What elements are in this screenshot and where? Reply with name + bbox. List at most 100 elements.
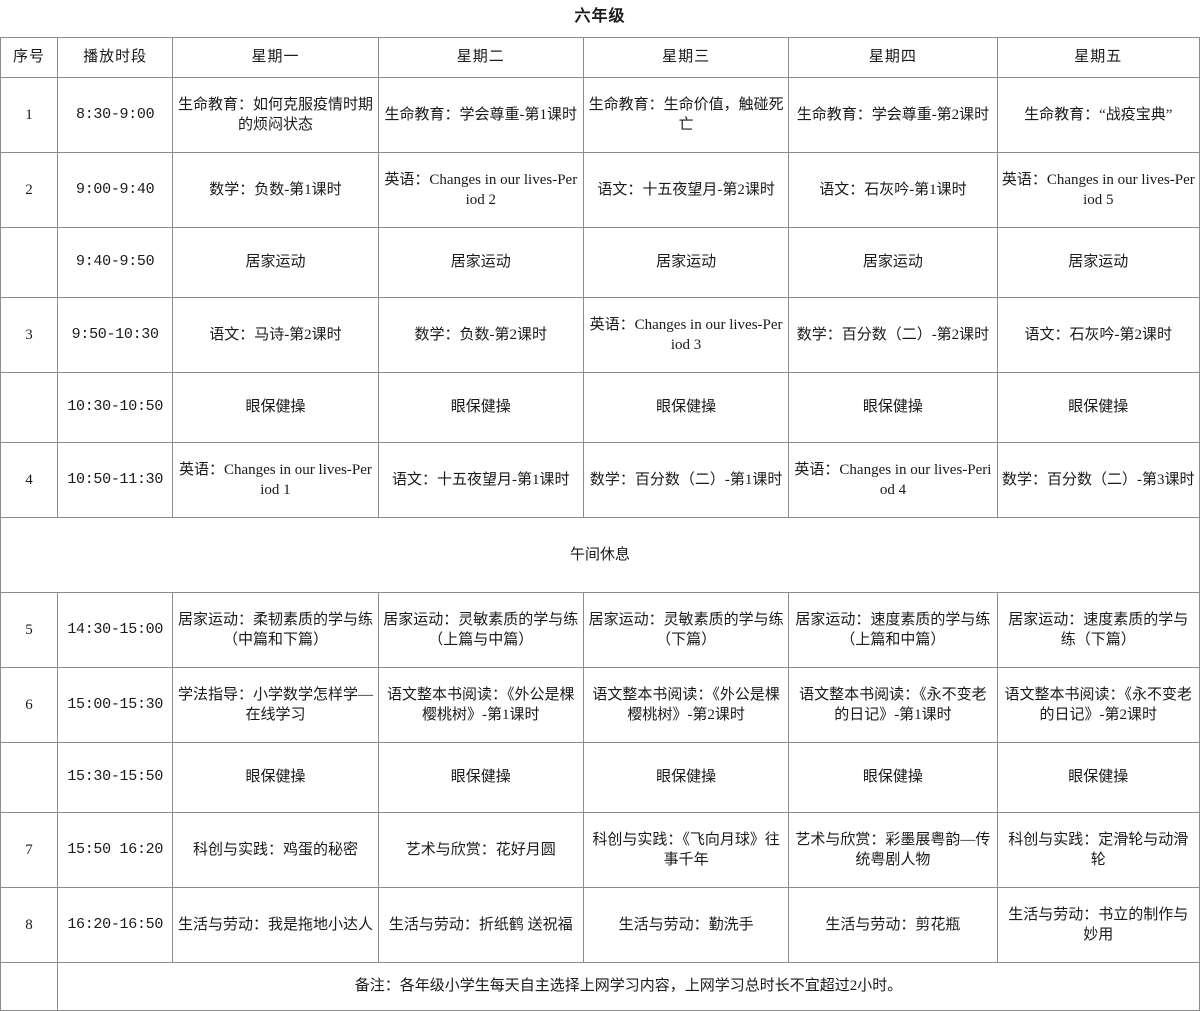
row-index-cell (0, 227, 59, 298)
column-header-friday: 星期五 (996, 37, 1200, 78)
course-cell: 生活与劳动：折纸鹤 送祝福 (377, 887, 584, 963)
column-header-time: 播放时段 (57, 37, 174, 78)
course-cell: 生命教育：学会尊重-第2课时 (788, 77, 998, 153)
course-cell: 学法指导：小学数学怎样学—在线学习 (172, 667, 379, 743)
time-slot-cell: 10:30-10:50 (57, 372, 174, 443)
time-slot-cell: 9:00-9:40 (57, 152, 174, 228)
table-header: 序号 播放时段 星期一 星期二 星期三 星期四 星期五 (0, 37, 1200, 78)
table-row: 15:30-15:50 眼保健操 眼保健操 眼保健操 眼保健操 眼保健操 (0, 742, 1200, 813)
course-cell: 眼保健操 (377, 742, 584, 813)
course-cell: 英语：Changes in our lives-Period 2 (377, 152, 584, 228)
course-cell: 数学：百分数（二）-第2课时 (788, 297, 998, 373)
row-index-cell (0, 372, 59, 443)
course-cell: 英语：Changes in our lives-Period 5 (996, 152, 1200, 228)
course-cell: 生活与劳动：我是拖地小达人 (172, 887, 379, 963)
row-index-cell: 7 (0, 812, 59, 888)
time-slot-cell: 10:50-11:30 (57, 442, 174, 518)
course-cell: 居家运动：速度素质的学与练（上篇和中篇） (788, 592, 998, 668)
course-cell: 语文：石灰吟-第2课时 (996, 297, 1200, 373)
table-row: 7 15:50 16:20 科创与实践：鸡蛋的秘密 艺术与欣赏：花好月圆 科创与实践：《… (0, 812, 1200, 888)
table-row: 6 15:00-15:30 学法指导：小学数学怎样学—在线学习 语文整本书阅读：《外公… (0, 667, 1200, 743)
row-index-cell: 1 (0, 77, 59, 153)
course-cell: 眼保健操 (996, 372, 1200, 443)
course-cell: 居家运动：速度素质的学与练（下篇） (996, 592, 1200, 668)
row-index-cell: 5 (0, 592, 59, 668)
time-slot-cell: 14:30-15:00 (57, 592, 174, 668)
course-cell: 眼保健操 (377, 372, 584, 443)
course-cell: 眼保健操 (172, 372, 379, 443)
column-header-thursday: 星期四 (788, 37, 998, 78)
noon-break-row: 午间休息 (0, 517, 1200, 593)
table-row: 3 9:50-10:30 语文：马诗-第2课时 数学：负数-第2课时 英语：Change… (0, 297, 1200, 373)
table-row: 9:40-9:50 居家运动 居家运动 居家运动 居家运动 居家运动 (0, 227, 1200, 298)
course-cell: 语文：石灰吟-第1课时 (788, 152, 998, 228)
course-cell: 数学：负数-第1课时 (172, 152, 379, 228)
course-cell: 眼保健操 (788, 742, 998, 813)
table-body: 1 8:30-9:00 生命教育：如何克服疫情时期的烦闷状态 生命教育：学会尊重-第1… (0, 77, 1200, 1011)
footnote-row: 备注：各年级小学生每天自主选择上网学习内容，上网学习总时长不宜超过2小时。 (0, 962, 1200, 1011)
course-cell: 生命教育：“战疫宝典” (996, 77, 1200, 153)
footnote-text: 备注：各年级小学生每天自主选择上网学习内容，上网学习总时长不宜超过2小时。 (57, 962, 1200, 1011)
row-index-cell (0, 742, 59, 813)
column-header-tuesday: 星期二 (377, 37, 584, 78)
course-cell: 居家运动：柔韧素质的学与练（中篇和下篇） (172, 592, 379, 668)
course-cell: 语文：十五夜望月-第1课时 (377, 442, 584, 518)
time-slot-cell: 15:30-15:50 (57, 742, 174, 813)
course-cell: 生命教育：学会尊重-第1课时 (377, 77, 584, 153)
course-cell: 居家运动 (172, 227, 379, 298)
course-cell: 语文整本书阅读：《永不变老的日记》-第2课时 (996, 667, 1200, 743)
course-cell: 眼保健操 (582, 742, 790, 813)
course-cell: 科创与实践：鸡蛋的秘密 (172, 812, 379, 888)
course-cell: 英语：Changes in our lives-Period 3 (582, 297, 790, 373)
table-row: 1 8:30-9:00 生命教育：如何克服疫情时期的烦闷状态 生命教育：学会尊重-第1… (0, 77, 1200, 153)
course-cell: 居家运动 (582, 227, 790, 298)
column-header-monday: 星期一 (172, 37, 379, 78)
table-row: 2 9:00-9:40 数学：负数-第1课时 英语：Changes in our li… (0, 152, 1200, 228)
course-cell: 居家运动 (377, 227, 584, 298)
noon-break-label: 午间休息 (0, 517, 1200, 593)
column-header-no: 序号 (0, 37, 59, 78)
course-cell: 科创与实践：定滑轮与动滑轮 (996, 812, 1200, 888)
course-cell: 艺术与欣赏：彩墨展粤韵—传统粤剧人物 (788, 812, 998, 888)
column-header-wednesday: 星期三 (582, 37, 790, 78)
row-index-cell: 2 (0, 152, 59, 228)
time-slot-cell: 9:50-10:30 (57, 297, 174, 373)
course-cell: 数学：百分数（二）-第3课时 (996, 442, 1200, 518)
table-row: 5 14:30-15:00 居家运动：柔韧素质的学与练（中篇和下篇） 居家运动：灵敏素… (0, 592, 1200, 668)
course-cell: 居家运动：灵敏素质的学与练（下篇） (582, 592, 790, 668)
course-cell: 眼保健操 (172, 742, 379, 813)
course-cell: 数学：百分数（二）-第1课时 (582, 442, 790, 518)
course-cell: 生活与劳动：书立的制作与妙用 (996, 887, 1200, 963)
course-cell: 眼保健操 (996, 742, 1200, 813)
course-cell: 语文整本书阅读：《外公是棵樱桃树》-第2课时 (582, 667, 790, 743)
header-row: 序号 播放时段 星期一 星期二 星期三 星期四 星期五 (0, 37, 1200, 78)
course-cell: 居家运动：灵敏素质的学与练（上篇与中篇） (377, 592, 584, 668)
row-index-cell: 3 (0, 297, 59, 373)
course-cell: 语文整本书阅读：《永不变老的日记》-第1课时 (788, 667, 998, 743)
time-slot-cell: 8:30-9:00 (57, 77, 174, 153)
course-cell: 科创与实践：《飞向月球》往事千年 (582, 812, 790, 888)
row-index-cell: 6 (0, 667, 59, 743)
row-index-cell: 4 (0, 442, 59, 518)
course-cell: 居家运动 (996, 227, 1200, 298)
course-cell: 语文：十五夜望月-第2课时 (582, 152, 790, 228)
time-slot-cell: 15:50 16:20 (57, 812, 174, 888)
course-cell: 英语：Changes in our lives-Period 1 (172, 442, 379, 518)
course-cell: 英语：Changes in our lives-Period 4 (788, 442, 998, 518)
course-cell: 数学：负数-第2课时 (377, 297, 584, 373)
footnote-spacer-cell (0, 962, 59, 1011)
course-cell: 语文整本书阅读：《外公是棵樱桃树》-第1课时 (377, 667, 584, 743)
course-cell: 生命教育：如何克服疫情时期的烦闷状态 (172, 77, 379, 153)
course-cell: 生活与劳动：勤洗手 (582, 887, 790, 963)
course-cell: 眼保健操 (788, 372, 998, 443)
page-title: 六年级 (574, 8, 626, 25)
time-slot-cell: 15:00-15:30 (57, 667, 174, 743)
table-row: 8 16:20-16:50 生活与劳动：我是拖地小达人 生活与劳动：折纸鹤 送祝福 生活… (0, 887, 1200, 963)
course-cell: 艺术与欣赏：花好月圆 (377, 812, 584, 888)
course-cell: 眼保健操 (582, 372, 790, 443)
course-cell: 居家运动 (788, 227, 998, 298)
course-cell: 生命教育：生命价值，触碰死亡 (582, 77, 790, 153)
course-cell: 生活与劳动：剪花瓶 (788, 887, 998, 963)
schedule-table: 序号 播放时段 星期一 星期二 星期三 星期四 星期五 1 8:30-9:00 生命… (0, 37, 1200, 1011)
